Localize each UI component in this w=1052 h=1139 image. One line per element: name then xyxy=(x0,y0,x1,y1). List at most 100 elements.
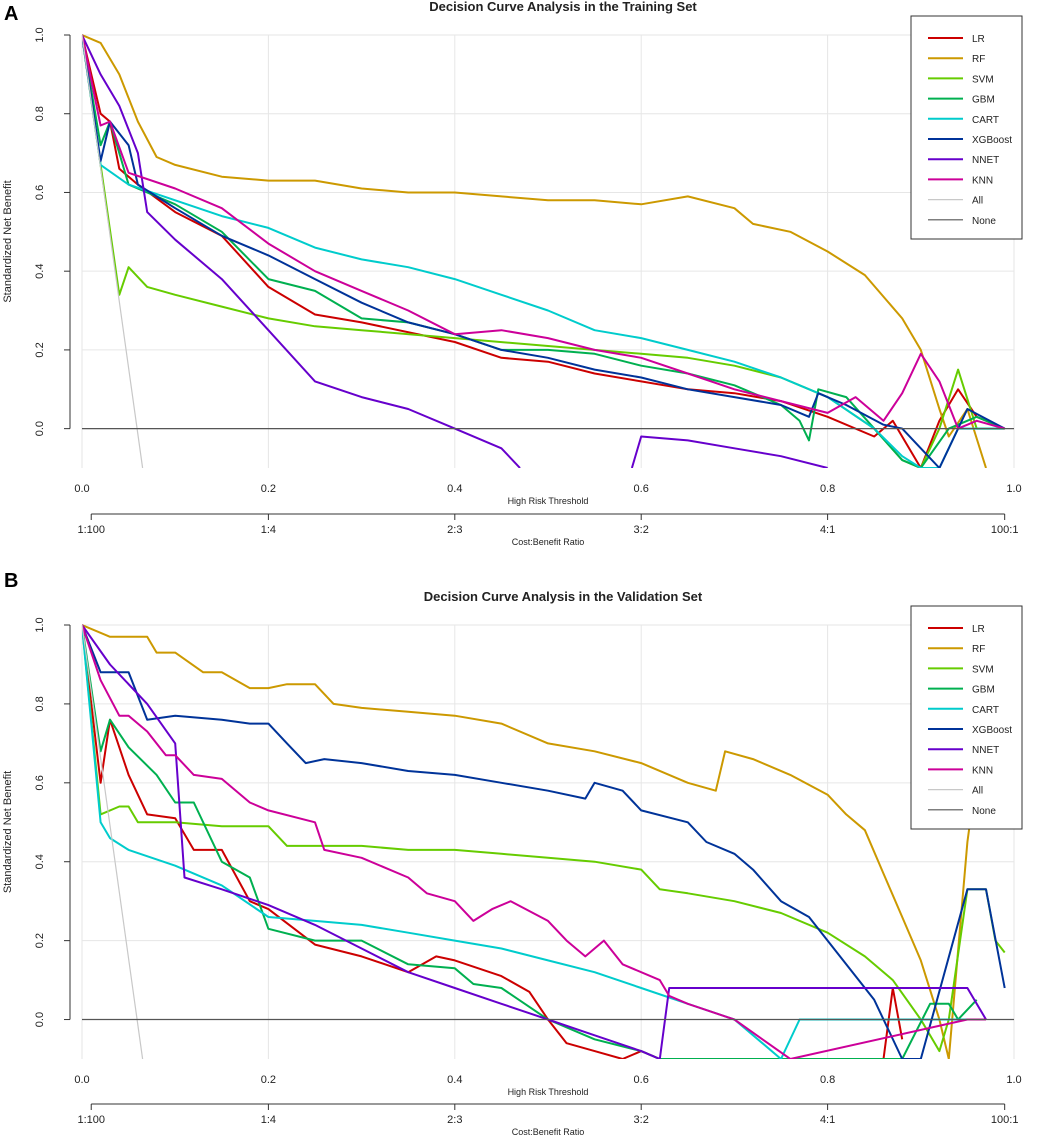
chart-panel-a: A Decision Curve Analysis in the Training… xyxy=(2,0,1023,547)
legend-label-nnet: NNET xyxy=(972,745,999,756)
x-axis-label: High Risk Threshold xyxy=(508,1087,589,1097)
y-axis-label: Standardized Net Benefit xyxy=(2,771,14,893)
legend: LR RF SVM GBM CART XGBoost NNET KNN All None xyxy=(910,605,1023,830)
y-tick-label: 0.2 xyxy=(34,342,46,357)
chart-a-svg: A Decision Curve Analysis in the Training… xyxy=(2,0,1023,547)
panel-label-a: A xyxy=(4,3,18,25)
series-group xyxy=(82,624,1014,1059)
legend-label-xgboost: XGBoost xyxy=(972,725,1012,736)
series-line-knn xyxy=(82,34,1005,430)
x-tick-label: 0.0 xyxy=(74,483,89,495)
series-line-svm xyxy=(82,34,1005,468)
y-tick-label: 0.4 xyxy=(34,854,46,869)
chart-b-svg: B Decision Curve Analysis in the Validati… xyxy=(2,570,1023,1137)
series-line-nnet-2 xyxy=(630,435,828,468)
y-tick-label: 0.2 xyxy=(34,933,46,948)
x-tick-label: 0.8 xyxy=(820,1074,835,1086)
cost-benefit-tick-label: 1:4 xyxy=(261,1114,276,1126)
series-line-xgboost xyxy=(82,34,1006,468)
legend-label-lr: LR xyxy=(972,624,985,635)
legend-label-none: None xyxy=(972,806,996,817)
x-tick-label: 0.2 xyxy=(261,483,276,495)
x-tick-label: 1.0 xyxy=(1006,483,1021,495)
y-tick-label: 0.8 xyxy=(34,106,46,121)
cost-benefit-tick-label: 1:100 xyxy=(77,524,105,536)
x-tick-label: 1.0 xyxy=(1006,1074,1021,1086)
x-axis: 0.0 0.2 0.4 0.6 0.8 1.0 xyxy=(74,483,1021,495)
legend: LR RF SVM GBM CART XGBoost NNET KNN All None xyxy=(910,15,1023,240)
legend-label-cart: CART xyxy=(972,705,999,716)
x-tick-label: 0.6 xyxy=(634,1074,649,1086)
series-line-cart xyxy=(82,624,986,1059)
series-line-rf xyxy=(82,624,987,1059)
cost-benefit-axis: 1:100 1:4 2:3 3:2 4:1 100:1 xyxy=(77,513,1019,536)
legend-label-xgboost: XGBoost xyxy=(972,135,1012,146)
cost-benefit-tick-label: 2:3 xyxy=(447,1114,462,1126)
legend-label-svm: SVM xyxy=(972,664,994,675)
legend-label-knn: KNN xyxy=(972,175,993,186)
legend-label-svm: SVM xyxy=(972,74,994,85)
x-tick-label: 0.4 xyxy=(447,483,462,495)
y-tick-label: 1.0 xyxy=(34,27,46,42)
legend-label-rf: RF xyxy=(972,644,985,655)
legend-label-gbm: GBM xyxy=(972,95,995,106)
y-axis: 0.0 0.2 0.4 0.6 0.8 1.0 xyxy=(34,617,71,1027)
x-tick-label: 0.6 xyxy=(634,483,649,495)
legend-label-gbm: GBM xyxy=(972,685,995,696)
x-axis-label: High Risk Threshold xyxy=(508,496,589,506)
cost-benefit-tick-label: 100:1 xyxy=(991,524,1019,536)
legend-label-none: None xyxy=(972,216,996,227)
legend-label-knn: KNN xyxy=(972,765,993,776)
y-tick-label: 0.0 xyxy=(34,421,46,436)
series-line-knn xyxy=(82,624,986,1059)
x-tick-label: 0.2 xyxy=(261,1074,276,1086)
legend-label-cart: CART xyxy=(972,115,999,126)
series-line-nnet xyxy=(82,624,987,1059)
legend-label-nnet: NNET xyxy=(972,155,999,166)
x-tick-label: 0.0 xyxy=(74,1074,89,1086)
y-axis-label: Standardized Net Benefit xyxy=(2,180,14,302)
y-tick-label: 0.4 xyxy=(34,264,46,279)
legend-label-all: All xyxy=(972,786,983,797)
grid xyxy=(81,34,1015,468)
series-line-nnet xyxy=(82,34,521,468)
series-line-all xyxy=(82,624,144,1059)
cost-benefit-axis-label: Cost:Benefit Ratio xyxy=(512,537,585,547)
y-tick-label: 0.6 xyxy=(34,775,46,790)
series-line-gbm xyxy=(82,34,1006,468)
y-tick-label: 0.8 xyxy=(34,696,46,711)
series-line-lr xyxy=(82,624,661,1059)
legend-label-lr: LR xyxy=(972,34,985,45)
cost-benefit-tick-label: 1:100 xyxy=(77,1114,105,1126)
series-line-xgboost xyxy=(82,624,1006,1059)
legend-box xyxy=(910,15,1023,240)
chart-title: Decision Curve Analysis in the Validatio… xyxy=(424,589,703,604)
x-tick-label: 0.4 xyxy=(447,1074,462,1086)
cost-benefit-tick-label: 4:1 xyxy=(820,1114,835,1126)
legend-label-all: All xyxy=(972,196,983,207)
x-tick-label: 0.8 xyxy=(820,483,835,495)
y-tick-label: 1.0 xyxy=(34,617,46,632)
cost-benefit-tick-label: 3:2 xyxy=(634,1114,649,1126)
cost-benefit-tick-label: 100:1 xyxy=(991,1114,1019,1126)
legend-box xyxy=(910,605,1023,830)
y-tick-label: 0.6 xyxy=(34,185,46,200)
cost-benefit-tick-label: 4:1 xyxy=(820,524,835,536)
series-group xyxy=(82,34,1014,468)
x-axis: 0.0 0.2 0.4 0.6 0.8 1.0 xyxy=(74,1074,1021,1086)
series-line-svm xyxy=(82,624,1006,1053)
panel-label-b: B xyxy=(4,570,18,592)
cost-benefit-tick-label: 3:2 xyxy=(634,524,649,536)
cost-benefit-axis: 1:100 1:4 2:3 3:2 4:1 100:1 xyxy=(77,1103,1019,1126)
series-line-all xyxy=(82,34,144,468)
chart-title: Decision Curve Analysis in the Training … xyxy=(429,0,697,14)
series-line-gbm xyxy=(82,624,978,1059)
legend-label-rf: RF xyxy=(972,54,985,65)
cost-benefit-axis-label: Cost:Benefit Ratio xyxy=(512,1127,585,1137)
y-tick-label: 0.0 xyxy=(34,1012,46,1027)
y-axis: 0.0 0.2 0.4 0.6 0.8 1.0 xyxy=(34,27,71,436)
series-line-cart xyxy=(82,34,1005,468)
series-line-rf xyxy=(82,34,987,468)
grid xyxy=(81,624,1015,1059)
chart-panel-b: B Decision Curve Analysis in the Validati… xyxy=(0,570,1052,1139)
